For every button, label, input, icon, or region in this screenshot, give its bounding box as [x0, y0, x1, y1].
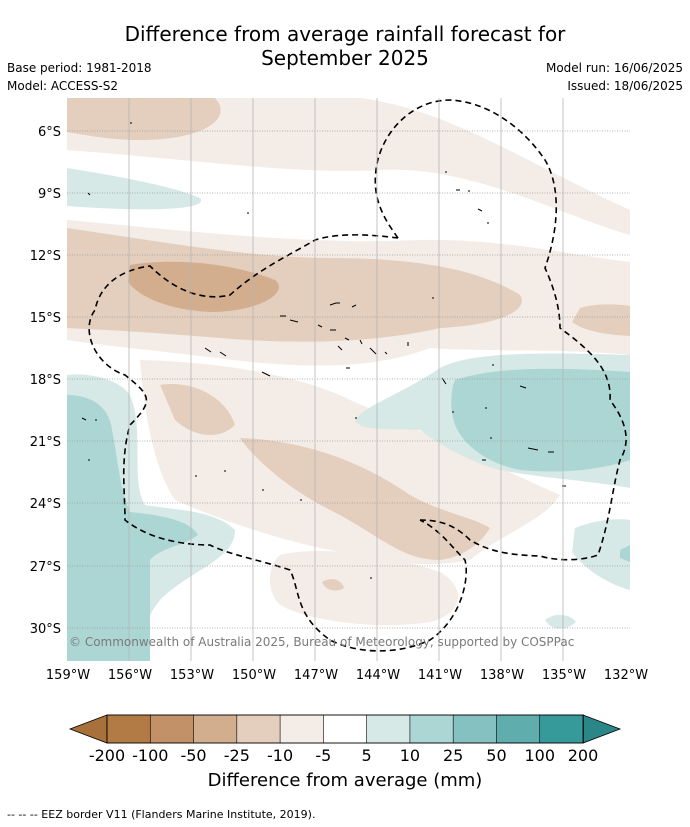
- issued-text: Issued: 18/06/2025: [567, 79, 683, 93]
- colorbar-title: Difference from average (mm): [207, 770, 483, 791]
- colorbar-segment: [323, 714, 368, 744]
- colorbar-segment: [496, 714, 541, 744]
- anomaly-region: [160, 384, 235, 436]
- model-text: Model: ACCESS-S2: [7, 79, 119, 93]
- islands: [81, 122, 566, 579]
- colorbar-tick-label: -100: [132, 746, 168, 765]
- anomaly-region: [67, 395, 198, 661]
- lat-label: 27°S: [30, 560, 61, 575]
- lat-label: 21°S: [30, 435, 61, 450]
- anomaly-region: [545, 614, 576, 629]
- map-plot-area: © Commonwealth of Australia 2025, Bureau…: [67, 98, 630, 661]
- colorbar-segment: [366, 714, 411, 744]
- lat-label: 24°S: [30, 497, 61, 512]
- anomaly-region: [269, 551, 459, 626]
- meta-right: Model run: 16/06/2025 Issued: 18/06/2025: [546, 59, 683, 95]
- lat-label: 30°S: [30, 622, 61, 637]
- colorbar-tick-label: 10: [400, 746, 420, 765]
- map-title: Difference from average rainfall forecas…: [0, 22, 690, 70]
- colorbar-segment: [149, 714, 195, 744]
- colorbar: -200 -100 -50 -25 -10 -5 5 10 25 50 100 200: [68, 714, 622, 765]
- eez-legend: -- -- -- EEZ border V11 (Flanders Marine…: [7, 808, 316, 821]
- lon-label: 135°W: [542, 668, 586, 683]
- colorbar-tick-label: 100: [524, 746, 555, 765]
- colorbar-tick-label: -25: [224, 746, 250, 765]
- lat-label: 15°S: [30, 311, 61, 326]
- colorbar-segment: [409, 714, 454, 744]
- anomaly-region: [67, 98, 630, 235]
- eez-borders: [88, 99, 627, 652]
- colorbar-segment: [193, 714, 238, 744]
- colorbar-tick-label: 200: [568, 746, 599, 765]
- longitude-gridlines: [128, 98, 564, 661]
- colorbar-segment: [106, 714, 152, 744]
- meta-left: Base period: 1981-2018 Model: ACCESS-S2: [7, 59, 152, 95]
- lon-label: 150°W: [232, 668, 276, 683]
- lon-label: 144°W: [356, 668, 400, 683]
- latitude-labels: 6°S 9°S 12°S 15°S 18°S 21°S 24°S 27°S 30…: [30, 125, 61, 637]
- colorbar-tick-label: 5: [362, 746, 372, 765]
- colorbar-right-extension: [582, 714, 622, 744]
- anomaly-region: [572, 519, 630, 590]
- base-period-text: Base period: 1981-2018: [7, 61, 152, 75]
- colorbar-segment: [452, 714, 498, 744]
- anomaly-region: [128, 261, 279, 312]
- lon-label: 141°W: [418, 668, 462, 683]
- colorbar-frame: [106, 714, 584, 744]
- colorbar-tick-label: -5: [315, 746, 331, 765]
- lon-label: 159°W: [46, 668, 90, 683]
- lon-label: 138°W: [480, 668, 524, 683]
- anomaly-region: [572, 304, 630, 336]
- lon-label: 132°W: [604, 668, 648, 683]
- colorbar-segment: [539, 714, 584, 744]
- anomaly-region: [67, 228, 522, 342]
- anomaly-region: [140, 360, 560, 565]
- colorbar-tick-label: -50: [180, 746, 206, 765]
- title-line-2: September 2025: [261, 46, 429, 70]
- copyright-text: © Commonwealth of Australia 2025, Bureau…: [69, 635, 574, 649]
- colorbar-segment: [236, 714, 281, 744]
- lon-label: 153°W: [170, 668, 214, 683]
- lon-label: 156°W: [108, 668, 152, 683]
- lon-label: 147°W: [294, 668, 338, 683]
- lat-label: 18°S: [30, 373, 61, 388]
- anomaly-region: [67, 98, 221, 140]
- model-run-text: Model run: 16/06/2025: [545, 61, 683, 75]
- colorbar-tick-label: -200: [89, 746, 125, 765]
- colorbar-segment: [279, 714, 325, 744]
- colorbar-left-extension: [68, 714, 108, 744]
- title-line-1: Difference from average rainfall forecas…: [124, 22, 566, 46]
- colorbar-tick-label: -10: [267, 746, 293, 765]
- longitude-labels: 159°W 156°W 153°W 150°W 147°W 144°W 141°…: [46, 668, 648, 683]
- anomaly-region: [240, 438, 490, 560]
- lat-label: 12°S: [30, 249, 61, 264]
- lat-label: 6°S: [38, 125, 61, 140]
- anomaly-region: [322, 579, 344, 591]
- anomaly-region: [451, 368, 630, 472]
- colorbar-tick-label: 50: [486, 746, 506, 765]
- anomaly-region: [620, 545, 630, 562]
- colorbar-tick-label: 25: [443, 746, 463, 765]
- lat-label: 9°S: [38, 187, 61, 202]
- anomaly-region: [67, 168, 202, 210]
